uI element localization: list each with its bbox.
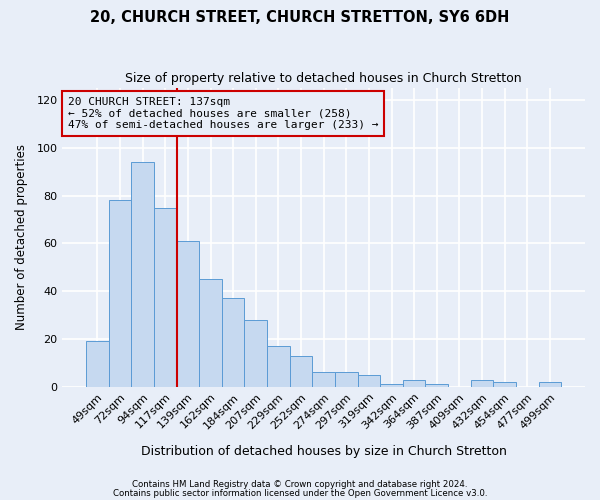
- Bar: [267, 346, 290, 387]
- X-axis label: Distribution of detached houses by size in Church Stretton: Distribution of detached houses by size …: [141, 444, 506, 458]
- Bar: [358, 375, 380, 387]
- Text: 20 CHURCH STREET: 137sqm
← 52% of detached houses are smaller (258)
47% of semi-: 20 CHURCH STREET: 137sqm ← 52% of detach…: [68, 97, 378, 130]
- Bar: [335, 372, 358, 387]
- Bar: [290, 356, 313, 387]
- Bar: [471, 380, 493, 387]
- Bar: [199, 279, 222, 387]
- Text: 20, CHURCH STREET, CHURCH STRETTON, SY6 6DH: 20, CHURCH STREET, CHURCH STRETTON, SY6 …: [91, 10, 509, 25]
- Bar: [539, 382, 561, 387]
- Title: Size of property relative to detached houses in Church Stretton: Size of property relative to detached ho…: [125, 72, 522, 86]
- Bar: [244, 320, 267, 387]
- Bar: [131, 162, 154, 387]
- Bar: [109, 200, 131, 387]
- Bar: [313, 372, 335, 387]
- Bar: [86, 342, 109, 387]
- Bar: [403, 380, 425, 387]
- Bar: [493, 382, 516, 387]
- Bar: [222, 298, 244, 387]
- Text: Contains HM Land Registry data © Crown copyright and database right 2024.: Contains HM Land Registry data © Crown c…: [132, 480, 468, 489]
- Bar: [176, 241, 199, 387]
- Bar: [425, 384, 448, 387]
- Text: Contains public sector information licensed under the Open Government Licence v3: Contains public sector information licen…: [113, 489, 487, 498]
- Y-axis label: Number of detached properties: Number of detached properties: [15, 144, 28, 330]
- Bar: [154, 208, 176, 387]
- Bar: [380, 384, 403, 387]
